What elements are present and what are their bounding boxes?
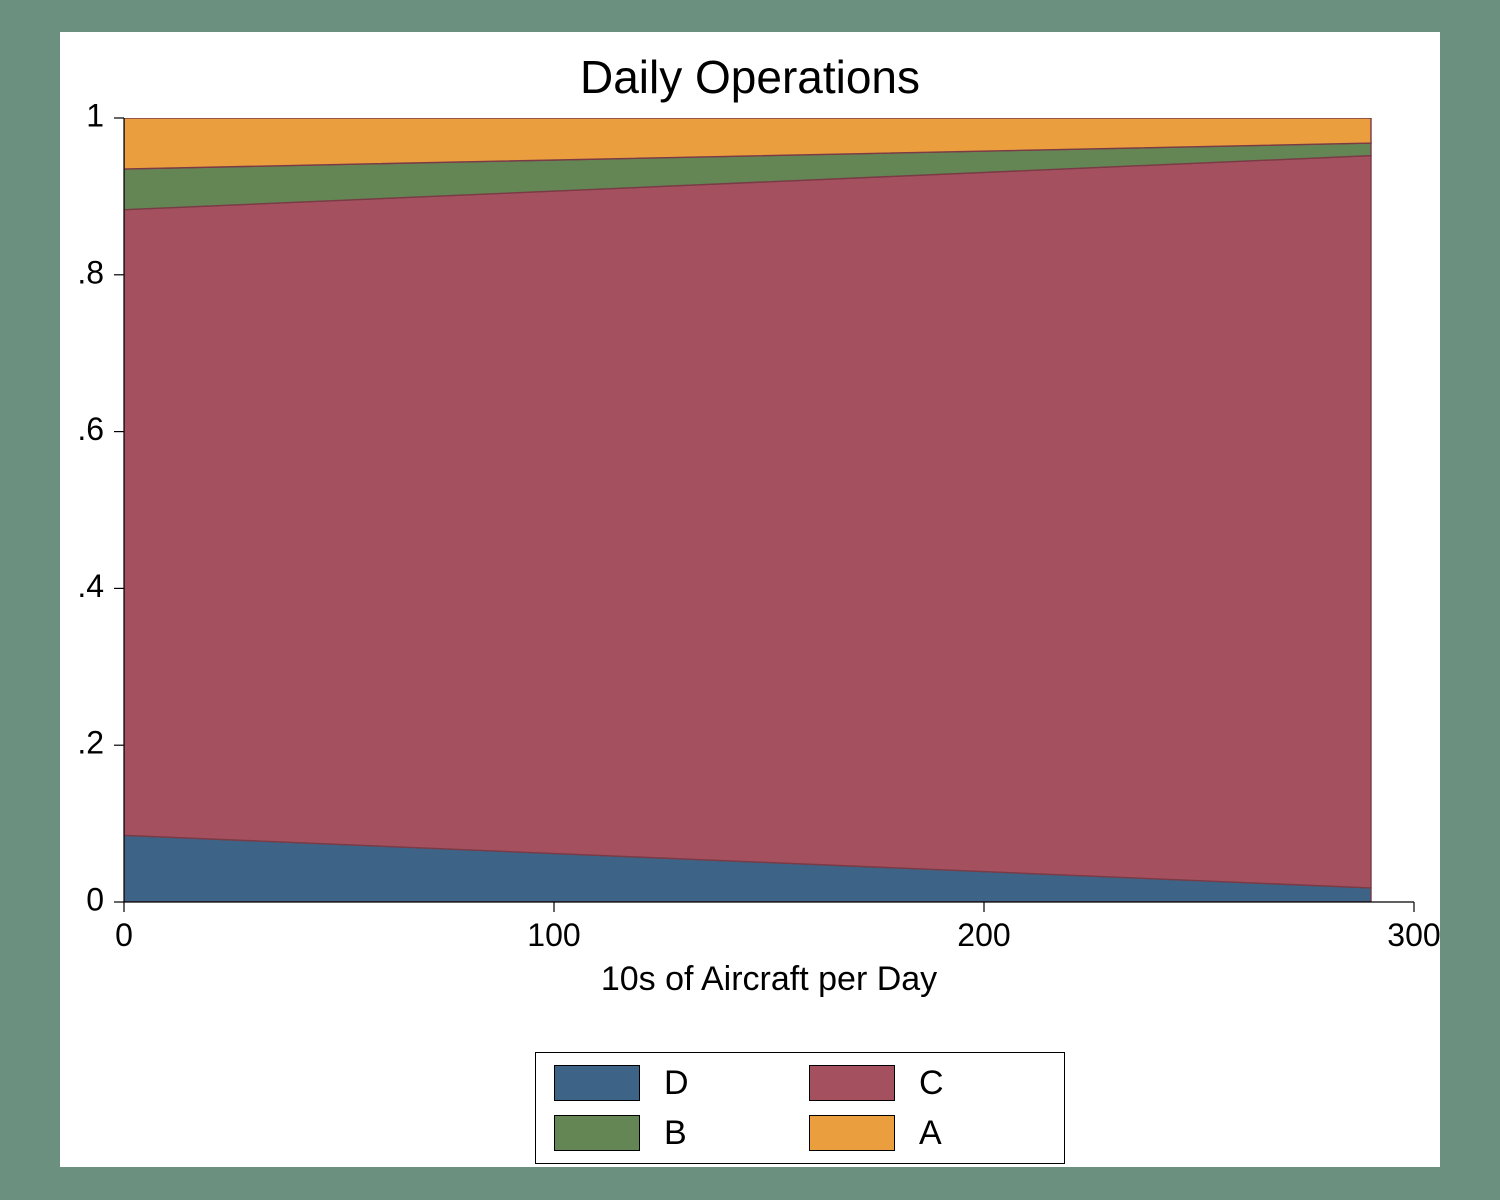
area-C — [124, 156, 1371, 888]
legend-item-C: C — [809, 1064, 1046, 1103]
legend-swatch-A — [809, 1115, 895, 1151]
legend-item-B: B — [554, 1114, 791, 1153]
area-svg — [124, 118, 1414, 902]
legend-label-C: C — [919, 1064, 944, 1103]
plot-area — [124, 118, 1414, 902]
legend-item-A: A — [809, 1114, 1046, 1153]
legend-label-D: D — [664, 1064, 689, 1103]
x-axis-label: 10s of Aircraft per Day — [124, 960, 1414, 999]
legend-swatch-B — [554, 1115, 640, 1151]
legend-item-D: D — [554, 1064, 791, 1103]
legend-label-A: A — [919, 1114, 942, 1153]
legend-label-B: B — [664, 1114, 687, 1153]
chart-title: Daily Operations — [0, 50, 1500, 104]
legend-swatch-D — [554, 1065, 640, 1101]
legend-swatch-C — [809, 1065, 895, 1101]
chart-outer: Daily Operations 0.2.4.6.810100200300 10… — [0, 0, 1500, 1200]
legend: D C B A — [535, 1052, 1065, 1164]
